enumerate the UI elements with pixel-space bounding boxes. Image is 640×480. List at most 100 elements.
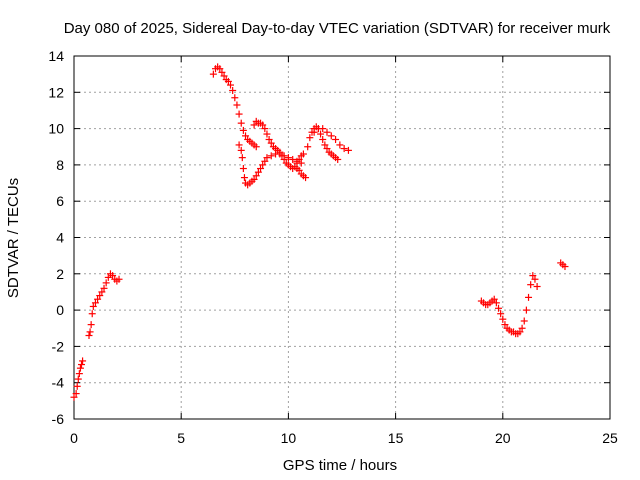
data-point xyxy=(267,139,275,147)
x-tick-label: 5 xyxy=(177,430,185,446)
data-point xyxy=(252,143,260,151)
data-points xyxy=(70,63,569,401)
data-point xyxy=(492,299,500,307)
data-point xyxy=(344,146,352,154)
data-point xyxy=(317,130,325,138)
data-point xyxy=(522,306,530,314)
data-point xyxy=(263,154,271,162)
data-point xyxy=(310,128,318,136)
y-tick-label: 12 xyxy=(48,84,64,100)
data-point xyxy=(533,283,541,291)
data-point xyxy=(490,295,498,303)
data-point xyxy=(319,125,327,133)
data-point xyxy=(227,81,235,89)
data-point xyxy=(79,357,87,365)
data-point xyxy=(220,72,228,80)
data-point xyxy=(238,154,246,162)
data-point xyxy=(323,145,331,153)
y-tick-label: 4 xyxy=(56,230,64,246)
data-point xyxy=(98,288,106,296)
data-point xyxy=(340,145,348,153)
data-point xyxy=(306,134,314,142)
data-point xyxy=(235,110,243,118)
data-point xyxy=(319,135,327,143)
data-point xyxy=(284,154,292,162)
data-point xyxy=(86,328,94,336)
data-point xyxy=(73,382,81,390)
data-point xyxy=(235,141,243,149)
x-tick-label: 15 xyxy=(388,430,404,446)
grid-lines xyxy=(74,56,610,419)
data-point xyxy=(250,175,258,183)
data-point xyxy=(527,281,535,289)
data-point xyxy=(261,125,269,133)
data-point xyxy=(78,361,86,369)
data-point xyxy=(323,128,331,136)
data-point xyxy=(321,141,329,149)
data-point xyxy=(250,121,258,129)
data-point xyxy=(87,321,95,329)
data-point xyxy=(96,292,104,300)
data-point xyxy=(74,375,82,383)
chart-title: Day 080 of 2025, Sidereal Day-to-day VTE… xyxy=(64,20,611,37)
data-point xyxy=(276,148,284,156)
data-point xyxy=(85,332,93,340)
data-point xyxy=(265,135,273,143)
data-point xyxy=(257,165,265,173)
data-point xyxy=(115,275,123,283)
data-point xyxy=(304,143,312,151)
data-point xyxy=(334,155,342,163)
data-point xyxy=(518,324,526,332)
data-point xyxy=(529,272,537,280)
data-point xyxy=(109,272,117,280)
data-point xyxy=(239,165,247,173)
data-point xyxy=(88,310,96,318)
data-point xyxy=(231,94,239,102)
data-point xyxy=(242,132,250,140)
data-point xyxy=(531,275,539,283)
data-point xyxy=(327,132,335,140)
data-point xyxy=(299,150,307,158)
data-point xyxy=(240,174,248,182)
data-point xyxy=(209,70,217,78)
x-axis-title: GPS time / hours xyxy=(283,457,397,474)
y-tick-label: 8 xyxy=(56,157,64,173)
data-point xyxy=(104,273,112,281)
data-point xyxy=(499,315,507,323)
data-point xyxy=(252,172,260,180)
data-point xyxy=(497,310,505,318)
y-tick-label: 10 xyxy=(48,121,64,137)
data-point xyxy=(70,393,78,401)
data-point xyxy=(76,364,84,372)
data-point xyxy=(332,135,340,143)
data-point xyxy=(89,302,97,310)
data-point xyxy=(259,121,267,129)
data-point xyxy=(302,174,310,182)
data-point xyxy=(267,152,275,160)
data-point xyxy=(289,155,297,163)
y-tick-label: -2 xyxy=(52,338,65,354)
data-point xyxy=(254,168,262,176)
x-tick-label: 10 xyxy=(281,430,297,446)
data-point xyxy=(218,68,226,76)
data-point xyxy=(224,77,232,85)
data-point xyxy=(501,321,509,329)
y-tick-label: 2 xyxy=(56,266,64,282)
data-point xyxy=(237,119,245,127)
data-point xyxy=(295,166,303,174)
y-tick-label: 14 xyxy=(48,48,64,64)
y-axis-title: SDTVAR / TECUs xyxy=(5,178,22,298)
data-point xyxy=(75,370,83,378)
data-point xyxy=(229,86,237,94)
y-tick-label: 6 xyxy=(56,193,64,209)
data-point xyxy=(259,161,267,169)
y-tick-label: 0 xyxy=(56,302,64,318)
data-point xyxy=(91,299,99,307)
data-point xyxy=(239,126,247,134)
data-point xyxy=(233,101,241,109)
data-point xyxy=(520,317,528,325)
data-point xyxy=(516,328,524,336)
data-point xyxy=(216,65,224,73)
x-tick-label: 25 xyxy=(602,430,618,446)
